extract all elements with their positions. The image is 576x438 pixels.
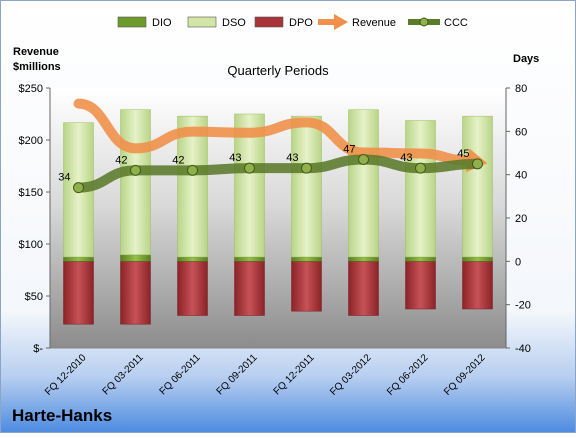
dpo-bar: [405, 261, 436, 310]
right-axis-tick-label: 40: [515, 170, 527, 182]
ccc-data-label: 45: [457, 148, 469, 160]
left-axis-tick-label: $200: [19, 135, 43, 147]
left-axis-tick-label: $150: [19, 187, 43, 199]
right-axis-tick-label: -20: [515, 300, 531, 312]
ccc-point: [472, 158, 483, 170]
dso-bar: [405, 120, 436, 258]
right-axis-tick-label: 60: [515, 126, 527, 138]
dpo-bar: [462, 261, 493, 310]
right-axis-tick-label: 80: [515, 83, 527, 95]
legend-swatch-dso: [187, 16, 217, 28]
ccc-point: [73, 182, 84, 194]
dso-bar: [234, 113, 265, 258]
ccc-data-label: 42: [172, 154, 184, 166]
right-axis-title: Days: [513, 53, 539, 65]
ccc-point: [415, 162, 426, 174]
ccc-point: [244, 162, 255, 174]
dso-bar: [462, 115, 493, 258]
legend-label: DPO: [289, 17, 313, 29]
left-axis-tick-label: $-: [33, 343, 43, 355]
ccc-data-label: 43: [400, 152, 412, 164]
dio-bar: [63, 256, 94, 262]
bars: [63, 109, 493, 325]
legend-label: DIO: [152, 17, 172, 29]
left-axis-tick-label: $100: [19, 239, 43, 251]
right-axis-tick-label: -40: [515, 343, 531, 355]
dio-bar: [405, 256, 436, 262]
legend: DIO DSO DPO Revenue CCC: [117, 14, 468, 30]
chart-title: Quarterly Periods: [227, 63, 329, 78]
left-axis-title-line-1: Revenue: [13, 46, 59, 58]
dio-bar: [234, 256, 265, 262]
legend-swatch-dpo: [254, 16, 284, 28]
ccc-point: [301, 162, 312, 174]
dpo-bar: [348, 261, 379, 316]
ccc-point: [187, 164, 198, 176]
dso-bar: [120, 109, 151, 256]
dpo-bar: [120, 261, 151, 325]
ccc-data-label: 43: [229, 152, 241, 164]
legend-swatch-ccc-marker: [419, 17, 429, 27]
right-axis-tick-label: 0: [515, 256, 521, 268]
right-axis-tick-label: 20: [515, 213, 527, 225]
legend-label: Revenue: [352, 17, 396, 29]
dpo-bar: [291, 261, 322, 312]
ccc-point: [358, 154, 369, 165]
legend-label: DSO: [222, 17, 246, 29]
ccc-data-label: 47: [343, 144, 355, 156]
ccc-data-label: 34: [58, 172, 70, 184]
dso-bar: [291, 115, 322, 258]
ccc-data-label: 42: [115, 154, 127, 166]
dso-bar: [348, 109, 379, 258]
dio-bar: [348, 256, 379, 262]
right-axis: -40 -20 0 20 40 60 80: [505, 83, 531, 355]
dso-bar: [177, 115, 208, 258]
legend-swatch-revenue-arrow: [334, 14, 348, 30]
legend-label: CCC: [444, 17, 468, 29]
dpo-bar: [177, 261, 208, 316]
legend-swatch-dio: [117, 16, 147, 28]
left-axis: $- $50 $100 $150 $200 $250: [19, 83, 51, 355]
ccc-point: [130, 164, 141, 176]
left-axis-tick-label: $50: [25, 291, 43, 303]
dio-bar: [291, 256, 322, 262]
dio-bar: [177, 256, 208, 262]
revenue-line: [73, 98, 473, 166]
dio-bar: [120, 254, 151, 262]
ccc-data-label: 43: [286, 152, 298, 164]
dpo-bar: [63, 261, 94, 325]
ccc-series: 34 42 42 43 43 47 43 45: [58, 144, 483, 194]
dio-bar: [462, 256, 493, 262]
left-axis-tick-label: $250: [19, 83, 43, 95]
dpo-bar: [234, 261, 265, 316]
company-name: Harte-Hanks: [12, 406, 112, 425]
left-axis-title-line-2: $millions: [13, 61, 61, 73]
